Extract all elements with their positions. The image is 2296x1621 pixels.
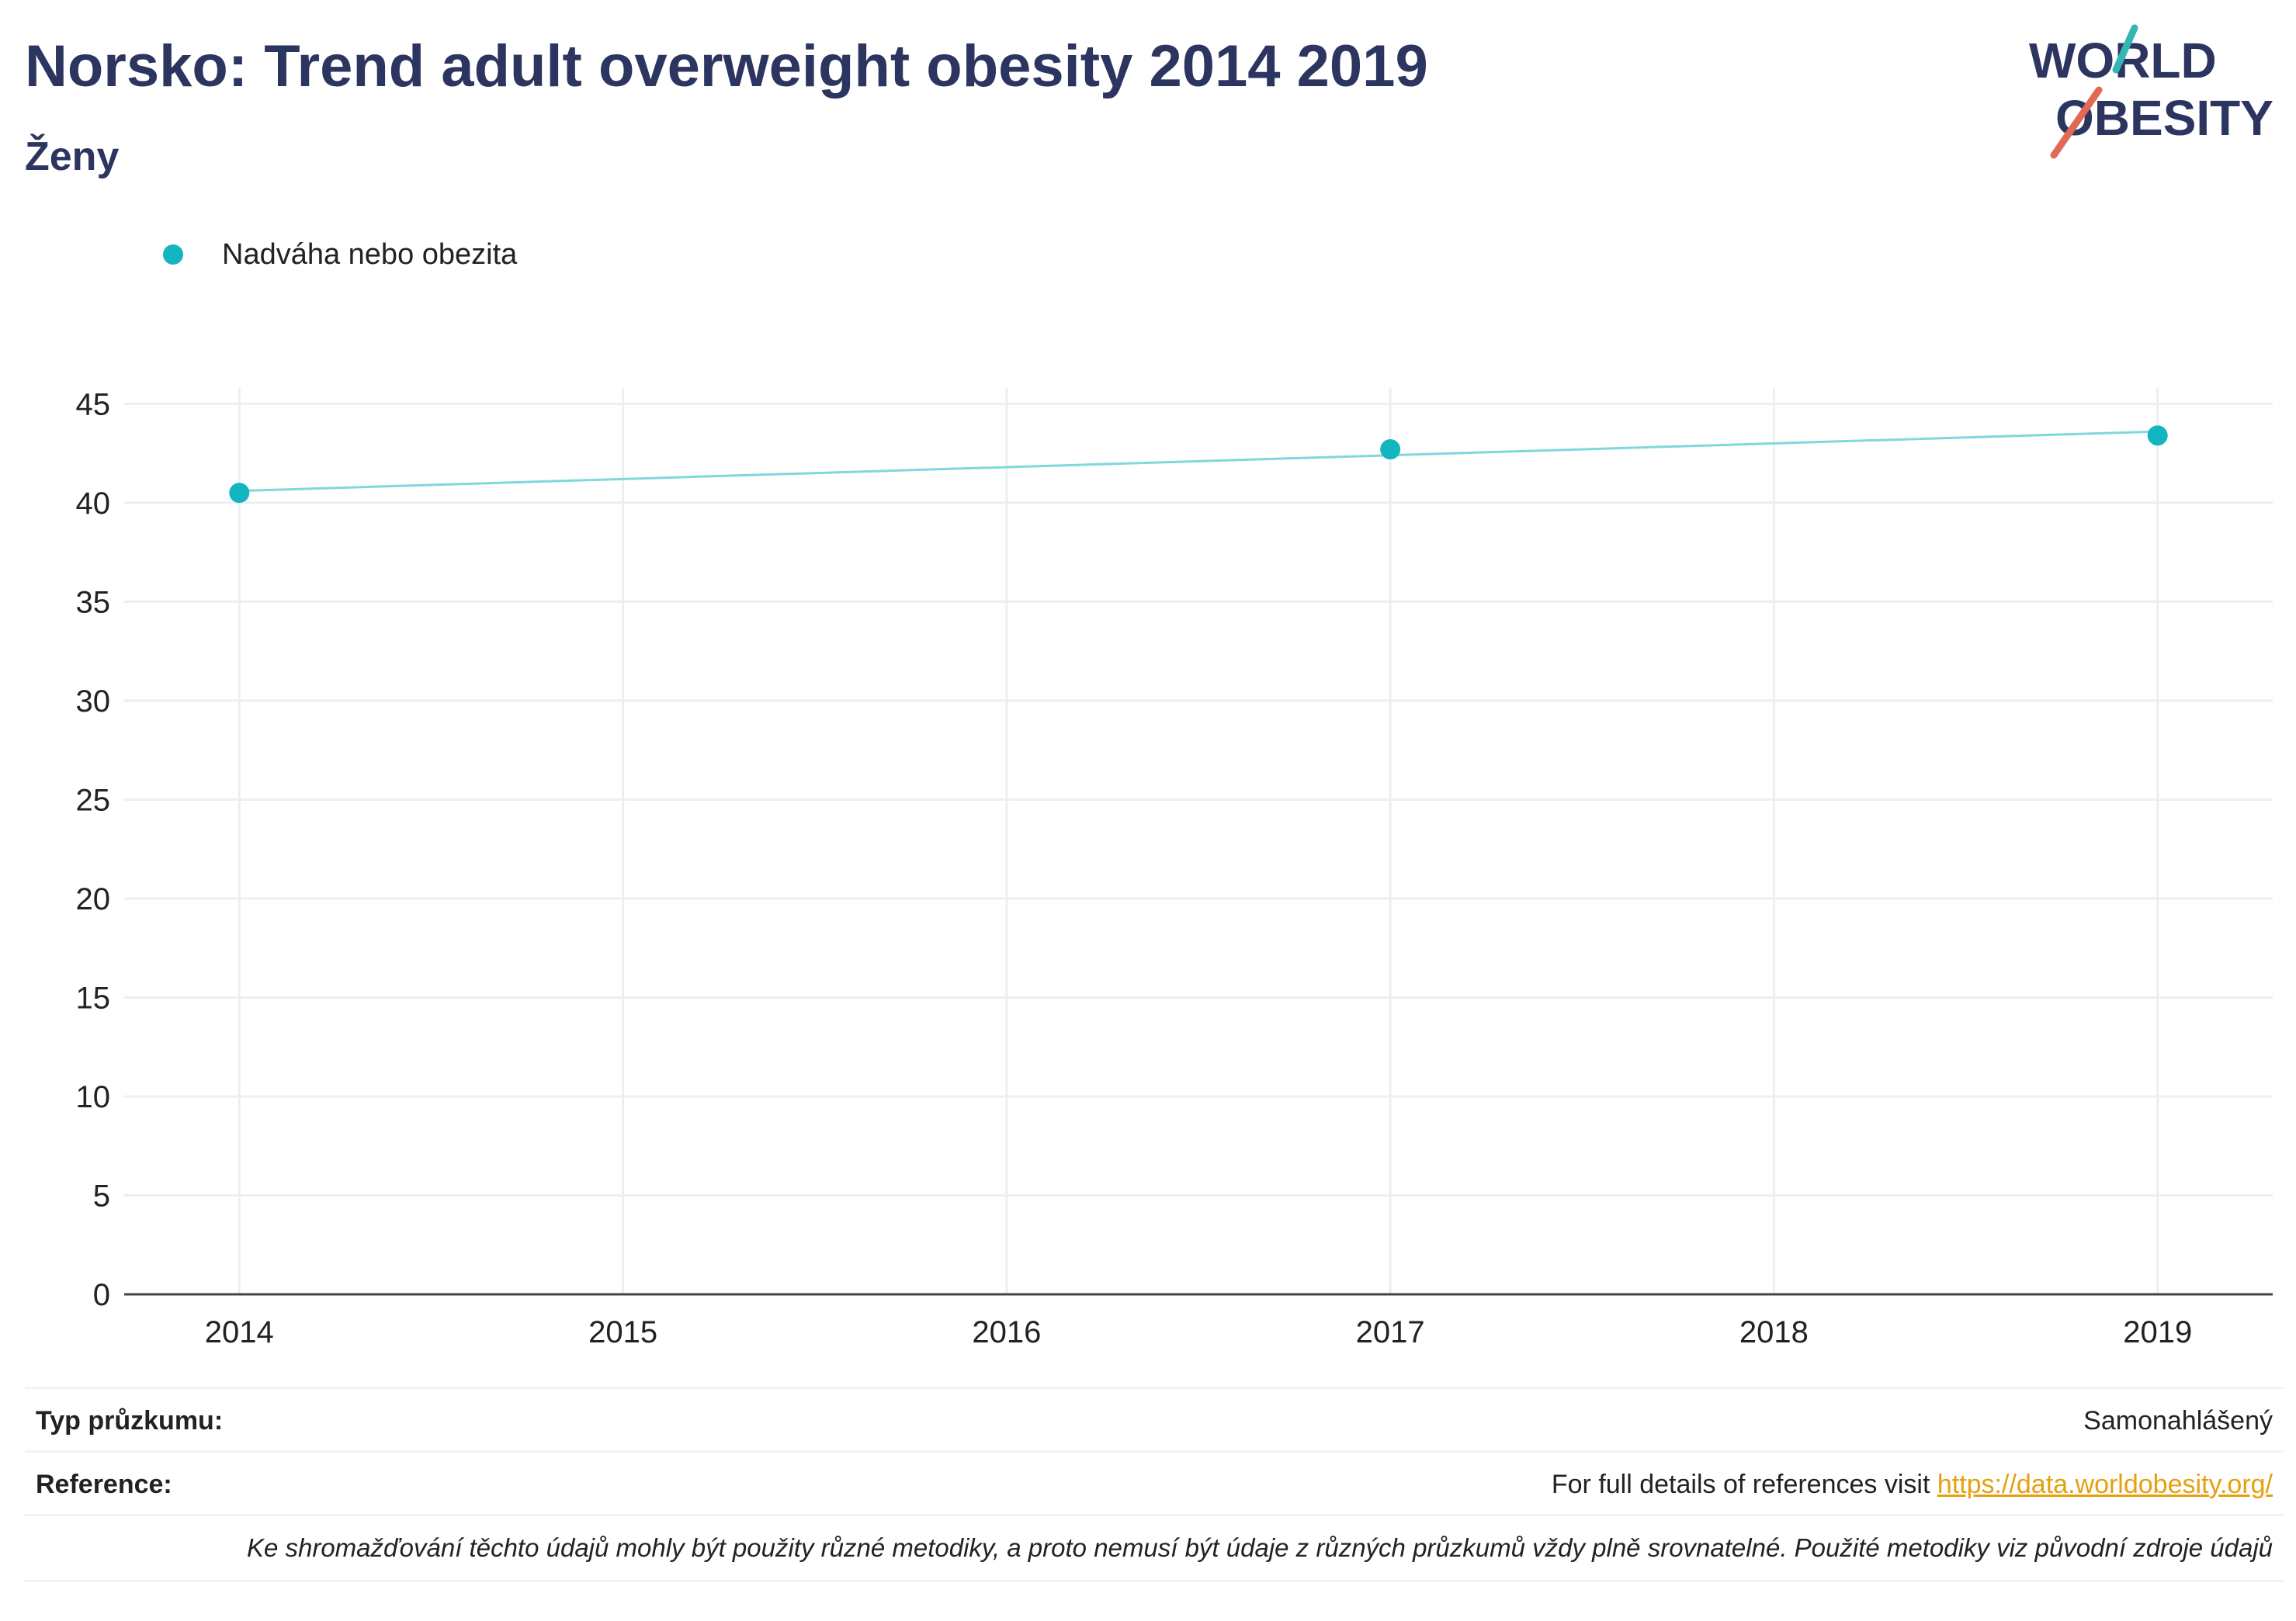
reference-text: For full details of references visit xyxy=(1551,1469,1937,1499)
y-tick-label: 40 xyxy=(76,487,111,521)
y-tick-label: 45 xyxy=(76,387,111,421)
x-tick-label: 2019 xyxy=(2123,1315,2192,1349)
y-tick-label: 10 xyxy=(76,1080,111,1114)
trend-line xyxy=(239,430,2158,493)
legend-label: Nadváha nebo obezita xyxy=(222,237,518,271)
reference-row: Reference: For full details of reference… xyxy=(25,1450,2284,1516)
chart-subtitle: Ženy xyxy=(25,134,120,179)
reference-value: For full details of references visit htt… xyxy=(1552,1470,2284,1500)
reference-label: Reference: xyxy=(36,1469,172,1499)
data-point xyxy=(2147,425,2168,446)
y-tick-label: 15 xyxy=(76,981,111,1015)
x-tick-label: 2014 xyxy=(205,1315,274,1349)
survey-type-value: Samonahlášený xyxy=(2083,1405,2273,1436)
y-tick-label: 5 xyxy=(93,1179,110,1213)
data-point xyxy=(1380,439,1401,460)
survey-type-row: Typ průzkumu: Samonahlášený xyxy=(25,1387,2284,1453)
logo-slash-coral xyxy=(2050,86,2103,159)
y-tick-label: 30 xyxy=(76,684,111,719)
world-obesity-logo: WORLD OBESITY xyxy=(2029,24,2273,159)
y-tick-label: 35 xyxy=(76,585,111,619)
logo-slash-teal xyxy=(2112,24,2138,74)
reference-link[interactable]: https://data.worldobesity.org/ xyxy=(1937,1469,2273,1499)
methodology-note: Ke shromažďování těchto údajů mohly být … xyxy=(25,1514,2284,1582)
data-point xyxy=(229,483,250,504)
x-tick-label: 2018 xyxy=(1739,1315,1809,1349)
legend[interactable]: Nadváha nebo obezita xyxy=(163,231,517,278)
methodology-note-text: Ke shromažďování těchto údajů mohly být … xyxy=(246,1533,2273,1562)
legend-marker xyxy=(163,244,183,265)
x-tick-label: 2017 xyxy=(1356,1315,1425,1349)
y-tick-label: 0 xyxy=(93,1278,110,1312)
x-tick-label: 2016 xyxy=(972,1315,1041,1349)
y-tick-label: 25 xyxy=(76,783,111,817)
x-tick-label: 2015 xyxy=(588,1315,657,1349)
survey-type-label: Typ průzkumu: xyxy=(36,1405,224,1436)
y-tick-label: 20 xyxy=(76,882,111,916)
line-chart: 0 5 10 15 20 25 30 35 40 45 2014 2015 2016 2017 2018 20… xyxy=(76,387,2273,1349)
logo-text-obesity: OBESITY xyxy=(2055,90,2273,146)
chart-title: Norsko: Trend adult overweight obesity 2… xyxy=(25,33,1428,99)
